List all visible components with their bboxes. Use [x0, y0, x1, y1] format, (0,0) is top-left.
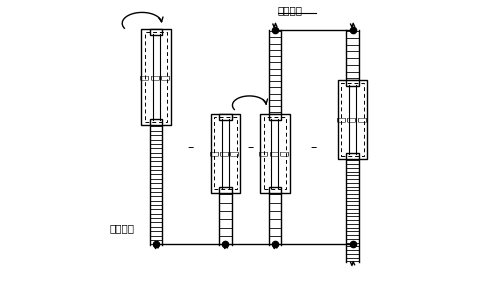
- Bar: [211, 114, 240, 193]
- Bar: [260, 114, 290, 193]
- Text: 钢笼主筋: 钢笼主筋: [278, 6, 303, 16]
- Text: 钢笼主筋: 钢笼主筋: [110, 223, 134, 233]
- Bar: [141, 29, 171, 125]
- Text: –: –: [247, 141, 253, 154]
- Bar: [211, 114, 240, 193]
- Bar: [338, 80, 367, 159]
- Text: –: –: [310, 141, 317, 154]
- Bar: [269, 114, 281, 120]
- Text: 连
接
器: 连 接 器: [141, 74, 171, 80]
- Bar: [269, 187, 281, 193]
- Bar: [263, 117, 286, 189]
- Bar: [141, 29, 171, 125]
- Bar: [150, 29, 162, 35]
- Bar: [219, 114, 232, 120]
- Bar: [260, 114, 290, 193]
- Bar: [145, 32, 168, 122]
- Text: 连
接
器: 连 接 器: [210, 151, 240, 156]
- Bar: [346, 80, 359, 86]
- Bar: [219, 187, 232, 193]
- Text: –: –: [187, 141, 194, 154]
- Bar: [338, 80, 367, 159]
- Text: 连
接
器: 连 接 器: [260, 151, 290, 156]
- Bar: [214, 117, 237, 189]
- Bar: [346, 153, 359, 159]
- Bar: [341, 83, 364, 156]
- Bar: [150, 119, 162, 125]
- Text: 连
接
器: 连 接 器: [338, 117, 368, 122]
